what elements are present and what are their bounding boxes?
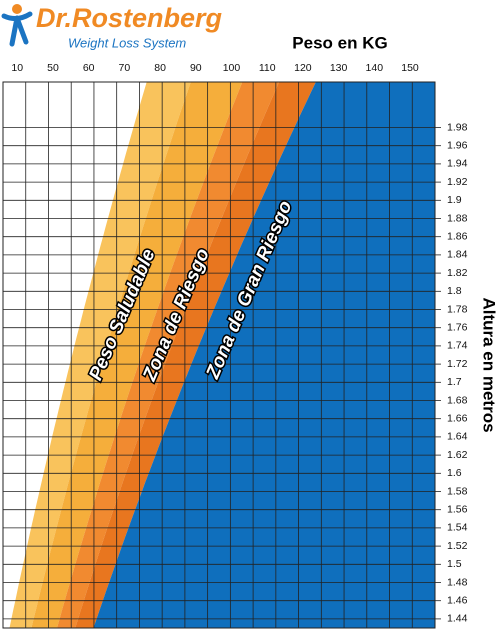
y-tick-label: 1.76 [447, 321, 468, 333]
x-tick-label: 70 [119, 62, 131, 74]
y-tick-label: 1.58 [447, 485, 468, 497]
y-tick-label: 1.62 [447, 449, 468, 461]
logo-head [12, 4, 22, 14]
y-tick-label: 1.84 [447, 249, 468, 261]
x-tick-label: 100 [223, 62, 241, 74]
logo-figure [1, 11, 33, 47]
y-tick-label: 1.48 [447, 576, 468, 588]
y-tick-label: 1.6 [447, 467, 462, 479]
x-tick-label: 110 [259, 62, 276, 74]
y-tick-label: 1.98 [447, 121, 468, 133]
y-tick-label: 1.8 [447, 285, 462, 297]
y-tick-label: 1.46 [447, 594, 468, 606]
y-tick-label: 1.7 [447, 376, 462, 388]
y-tick-label: 1.82 [447, 267, 468, 279]
y-axis-title: Altura en metros [480, 297, 499, 432]
x-tick-label: 90 [190, 62, 202, 74]
y-tick-label: 1.96 [447, 139, 468, 151]
logo: Dr.Rostenberg Weight Loss System [1, 3, 223, 50]
brand-name: Dr.Rostenberg [36, 3, 223, 33]
x-tick-label: 120 [294, 62, 312, 74]
x-axis-title: Peso en KG [292, 33, 387, 52]
x-tick-label: 60 [83, 62, 95, 74]
y-tick-label: 1.52 [447, 540, 468, 552]
y-tick-label: 1.64 [447, 431, 468, 443]
y-tick-label: 1.74 [447, 340, 468, 352]
y-tick-label: 1.56 [447, 503, 468, 515]
plot-border [2, 81, 436, 629]
x-tick-label: 80 [154, 62, 166, 74]
y-tick-label: 1.68 [447, 394, 468, 406]
y-tick-label: 1.94 [447, 158, 468, 170]
y-tick-label: 1.54 [447, 522, 468, 534]
y-tick-label: 1.72 [447, 358, 468, 370]
y-tick-label: 1.78 [447, 303, 468, 315]
x-tick-label: 10 [11, 62, 23, 74]
y-tick-label: 1.92 [447, 176, 468, 188]
x-tick-label: 150 [401, 62, 419, 74]
y-tick-label: 1.66 [447, 412, 468, 424]
y-tick-label: 1.86 [447, 230, 468, 242]
brand-tagline: Weight Loss System [68, 35, 186, 50]
x-tick-label: 130 [330, 62, 348, 74]
y-tick-label: 1.9 [447, 194, 462, 206]
x-tick-label: 50 [47, 62, 59, 74]
y-tick-label: 1.44 [447, 613, 468, 625]
x-tick-label: 140 [366, 62, 384, 74]
y-tick-label: 1.88 [447, 212, 468, 224]
grid: 1.44 1.46 1.48 1.5 1.52 1.54 1.56 1.58 1.6 1.62 1.… [2, 62, 468, 629]
y-tick-label: 1.5 [447, 558, 462, 570]
